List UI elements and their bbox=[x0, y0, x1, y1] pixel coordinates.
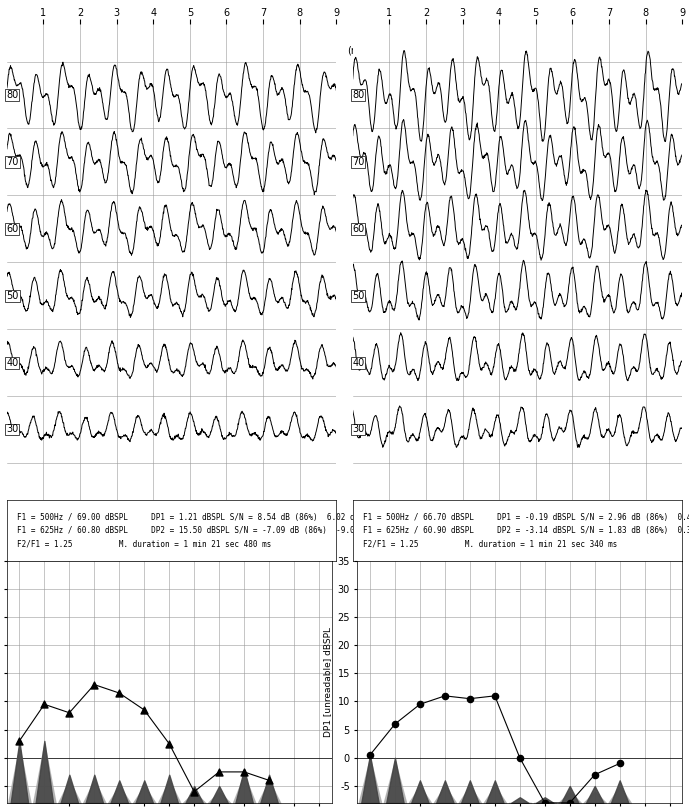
Text: 70: 70 bbox=[352, 157, 364, 167]
Text: 50: 50 bbox=[6, 290, 19, 301]
Text: F1 = 500Hz / 69.00 dBSPL     DP1 = 1.21 dBSPL S/N = 8.54 dB (86%)  6.02 dB (97%): F1 = 500Hz / 69.00 dBSPL DP1 = 1.21 dBSP… bbox=[17, 513, 400, 548]
Text: 30: 30 bbox=[6, 424, 19, 435]
Point bbox=[189, 785, 200, 798]
Point bbox=[414, 697, 425, 710]
Text: 50: 50 bbox=[352, 290, 364, 301]
Text: 80: 80 bbox=[6, 90, 19, 100]
Text: 60: 60 bbox=[352, 224, 364, 234]
Point bbox=[138, 703, 150, 716]
Point bbox=[440, 689, 451, 702]
Point bbox=[238, 766, 249, 779]
Point bbox=[39, 697, 50, 710]
Text: 40: 40 bbox=[6, 358, 19, 367]
Text: 60: 60 bbox=[6, 224, 19, 234]
Point bbox=[589, 768, 600, 781]
Point bbox=[564, 796, 575, 809]
Point bbox=[14, 735, 25, 748]
Text: 80: 80 bbox=[352, 90, 364, 100]
Point bbox=[539, 796, 551, 809]
Point bbox=[614, 757, 625, 770]
Point bbox=[264, 774, 275, 787]
Text: 40: 40 bbox=[352, 358, 364, 367]
Point bbox=[89, 678, 100, 691]
Point bbox=[389, 718, 400, 731]
Point bbox=[364, 749, 376, 762]
Text: 30: 30 bbox=[352, 424, 364, 435]
Point bbox=[114, 687, 125, 700]
Text: 70: 70 bbox=[6, 157, 19, 167]
Point bbox=[164, 737, 175, 750]
Text: (ms): (ms) bbox=[347, 45, 369, 55]
Point bbox=[464, 693, 475, 706]
Point bbox=[214, 766, 225, 779]
Point bbox=[64, 706, 75, 719]
Point bbox=[514, 751, 525, 764]
Text: F1 = 500Hz / 66.70 dBSPL     DP1 = -0.19 dBSPL S/N = 2.96 dB (86%)  0.42 dB (97%: F1 = 500Hz / 66.70 dBSPL DP1 = -0.19 dBS… bbox=[362, 513, 689, 548]
Point bbox=[489, 689, 500, 702]
Y-axis label: DP1 [unreadable] dBSPL: DP1 [unreadable] dBSPL bbox=[322, 627, 332, 736]
